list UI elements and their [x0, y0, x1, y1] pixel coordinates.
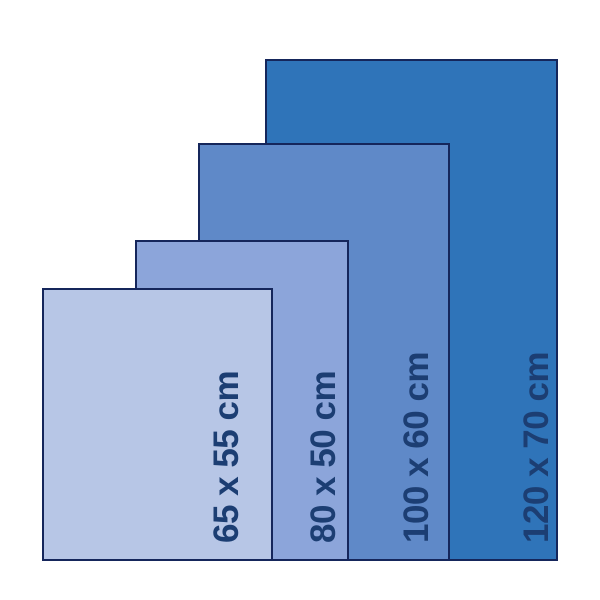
- size-label-100x60cm: 100 x 60 cm: [397, 351, 436, 543]
- size-label-80x50cm: 80 x 50 cm: [304, 370, 343, 543]
- size-label-65x55cm: 65 x 55 cm: [207, 370, 246, 543]
- rect-65x55cm: [42, 288, 273, 561]
- size-label-120x70cm: 120 x 70 cm: [517, 351, 556, 543]
